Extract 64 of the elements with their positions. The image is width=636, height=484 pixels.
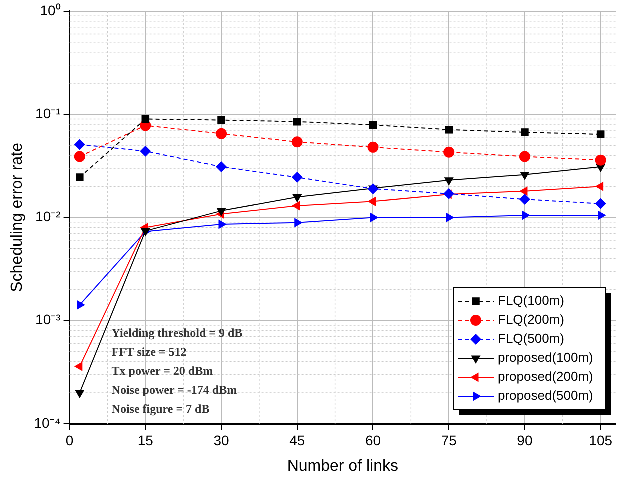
annotation: Noise figure = 7 dB [112,402,210,416]
y-tick-label: 10⁻³ [36,312,62,328]
x-tick-label: 105 [589,432,613,448]
legend-label: FLQ(100m) [498,293,564,308]
annotation: FFT size = 512 [112,345,187,360]
y-axis-title: Scheduling error rate [9,142,26,292]
point [293,118,302,126]
point [294,218,303,228]
point [140,146,152,157]
point [444,188,455,200]
annotation: Noise power = -174 dBm [112,383,238,398]
x-tick-label: 45 [290,432,306,448]
y-tick-label: 10⁻⁴ [34,414,61,431]
point [445,126,453,134]
point [446,212,455,222]
x-tick-label: 0 [66,432,74,448]
point [595,182,604,192]
point [216,128,228,140]
y-tick-label: 10⁻¹ [36,105,62,122]
point [77,300,86,310]
point [370,212,379,222]
point [75,390,85,398]
point [76,174,84,182]
legend-label: proposed(500m) [498,388,594,404]
point [368,183,379,194]
point [520,172,530,180]
point [142,115,150,124]
point [218,220,228,230]
point [74,139,86,150]
point [522,210,530,220]
x-tick-label: 90 [517,432,533,448]
point [519,151,530,162]
point [218,116,226,124]
legend-label: proposed(100m) [498,350,594,366]
point [598,210,606,220]
point [444,146,455,158]
point [368,142,379,153]
point [292,194,302,203]
point [216,162,228,173]
x-tick-label: 75 [441,432,458,448]
y-tick-label: 10⁰ [40,2,61,18]
legend-label: proposed(200m) [498,369,594,384]
point [292,136,303,148]
point [74,362,83,372]
legend-label: FLQ(500m) [498,331,564,346]
point [292,201,300,211]
point [519,194,530,206]
point [595,198,606,210]
y-tick-label: 10⁻² [36,208,62,225]
point [74,151,86,162]
point [596,130,605,138]
x-axis-title: Number of links [287,458,398,475]
point [369,121,378,129]
point [444,178,454,186]
point [521,128,529,136]
legend-label: FLQ(200m) [498,312,564,328]
annotation: Tx power = 20 dBm [112,364,214,378]
x-tick-label: 30 [214,432,230,448]
point [292,172,303,184]
point [216,208,226,217]
point [595,154,606,166]
x-tick-label: 60 [365,432,382,448]
annotation: Yielding threshold = 9 dB [112,326,243,340]
x-tick-label: 15 [138,432,154,448]
